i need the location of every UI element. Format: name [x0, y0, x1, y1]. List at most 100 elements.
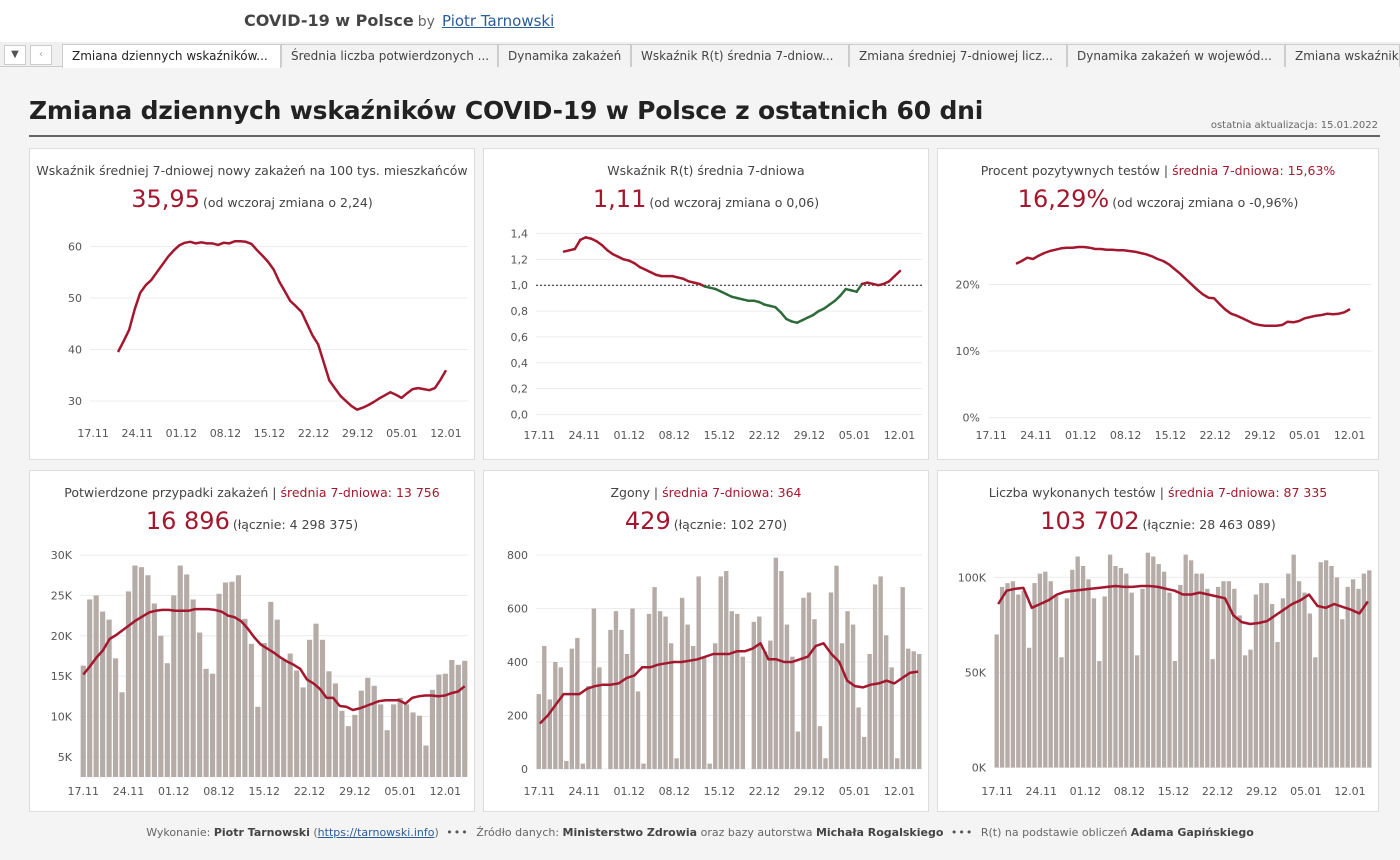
- bar: [93, 595, 99, 777]
- panel-rt: Wskaźnik R(t) średnia 7-dniowa 1,11 (od w…: [483, 148, 929, 460]
- bar: [707, 763, 712, 769]
- bar: [1064, 598, 1070, 768]
- panel-headline: 103 702 (łącznie: 28 463 089): [938, 507, 1378, 535]
- panel-title-text: Wskaźnik średniej 7-dniowej nowy zakażeń…: [36, 163, 468, 178]
- x-tick-label: 15.12: [1155, 429, 1187, 442]
- y-tick-label: 1,4: [511, 227, 529, 240]
- bar: [564, 760, 569, 769]
- bar: [724, 571, 729, 769]
- bar: [1032, 583, 1037, 768]
- x-tick-label: 12.01: [1334, 785, 1366, 798]
- y-tick-label: 50: [68, 292, 82, 305]
- bar: [906, 648, 911, 769]
- bar: [586, 686, 591, 769]
- tab-1[interactable]: Średnia liczba potwierdzonych ...: [281, 44, 498, 67]
- bar: [87, 599, 93, 777]
- footer-link[interactable]: https://tarnowski.info: [317, 826, 435, 839]
- panel-title: Wskaźnik średniej 7-dniowej nowy zakażeń…: [30, 163, 474, 178]
- tab-6[interactable]: Zmiana wskaźnik...: [1285, 44, 1400, 67]
- tab-2[interactable]: Dynamika zakażeń: [498, 44, 631, 67]
- bar: [1075, 556, 1080, 768]
- bar: [1118, 567, 1124, 768]
- x-tick-label: 29.12: [794, 429, 826, 442]
- bar: [751, 621, 757, 769]
- tab-5[interactable]: Dynamika zakażeń w wojewód...: [1067, 44, 1285, 67]
- footer-source-mid: oraz bazy autorstwa: [700, 826, 813, 839]
- bar: [1334, 577, 1340, 768]
- x-tick-label: 08.12: [210, 427, 242, 440]
- x-tick-label: 29.12: [339, 785, 371, 798]
- cases-chart: 5K 10K 15K 20K 25K 30K 17.11 24.11 01.12 08.12 15.…: [51, 549, 468, 798]
- bar: [429, 689, 436, 777]
- bar: [1172, 661, 1178, 768]
- footer-rt-author: Adama Gapińskiego: [1130, 826, 1254, 839]
- y-tick-label: 60: [68, 240, 82, 253]
- bar: [668, 643, 674, 769]
- x-tick-label: 01.12: [614, 785, 646, 798]
- bar: [158, 635, 164, 777]
- bar: [145, 575, 151, 777]
- panel-tests: Liczba wykonanych testów | średnia 7-dni…: [937, 470, 1379, 812]
- x-tick-label: 01.12: [1070, 785, 1102, 798]
- x-tick-label: 08.12: [659, 429, 691, 442]
- tab-bar: ▼ ‹ Zmiana dziennych wskaźników... Średn…: [0, 42, 1400, 68]
- bar: [1113, 566, 1118, 768]
- bar: [378, 704, 384, 777]
- x-tick-label: 15.12: [704, 429, 736, 442]
- bar: [371, 685, 377, 777]
- y-tick-label: 20%: [956, 278, 980, 291]
- bar: [1264, 583, 1269, 768]
- bar: [762, 651, 768, 769]
- tab-scroll-left-icon[interactable]: ‹: [30, 45, 52, 65]
- panel-title: Liczba wykonanych testów | średnia 7-dni…: [988, 485, 1328, 500]
- tab-menu-dropdown-icon[interactable]: ▼: [4, 45, 26, 65]
- y-tick-label: 200: [507, 709, 528, 722]
- bar: [274, 619, 280, 777]
- bar: [569, 648, 575, 769]
- y-tick-label: 25K: [51, 589, 73, 602]
- y-tick-label: 0,6: [511, 331, 529, 344]
- x-tick-label: 22.12: [1199, 429, 1231, 442]
- bar: [757, 616, 762, 769]
- bar: [151, 603, 157, 777]
- bar: [856, 707, 861, 769]
- positivity-chart: 0% 10% 20% 17.11 24.11 01.12 08.12 15.12 22.12 29…: [956, 245, 1372, 442]
- x-tick-label: 12.01: [430, 427, 462, 440]
- bar: [685, 624, 690, 769]
- panel-headline: 1,11 (od wczoraj zmiana o 0,06): [484, 185, 928, 213]
- panel-incidence: Wskaźnik średniej 7-dniowej nowy zakażeń…: [29, 148, 475, 460]
- bar: [575, 637, 580, 769]
- bar: [608, 629, 613, 769]
- app-title: COVID-19 w Polsce by Piotr Tarnowski: [244, 11, 554, 30]
- bar: [911, 651, 916, 769]
- bar: [839, 643, 845, 769]
- big-sub: (łącznie: 28 463 089): [1142, 517, 1276, 532]
- tab-4[interactable]: Zmiana średniej 7-dniowej licz...: [849, 44, 1067, 67]
- y-tick-label: 5K: [58, 751, 73, 764]
- bar: [591, 608, 597, 769]
- bar: [1151, 556, 1156, 768]
- y-tick-label: 100K: [958, 571, 987, 584]
- author-link[interactable]: Piotr Tarnowski: [441, 12, 555, 30]
- line-segment: [855, 282, 864, 293]
- bar: [184, 574, 190, 777]
- bar: [235, 575, 242, 777]
- line-segment: [573, 238, 582, 251]
- bar: [1091, 598, 1097, 768]
- panel-avg-label: średnia 7-dniowa: 87 335: [1167, 485, 1328, 500]
- panel-title: Wskaźnik R(t) średnia 7-dniowa: [484, 163, 928, 178]
- line-segment: [893, 269, 902, 278]
- tab-3[interactable]: Wskaźnik R(t) średnia 7-dniow...: [631, 44, 849, 67]
- x-tick-label: 29.12: [1246, 785, 1278, 798]
- bar: [1215, 586, 1221, 768]
- bar: [1107, 554, 1113, 768]
- top-bar: COVID-19 w Polsce by Piotr Tarnowski: [0, 0, 1400, 42]
- y-tick-label: 600: [507, 603, 528, 616]
- footer-sep: •••: [446, 826, 469, 839]
- tab-0[interactable]: Zmiana dziennych wskaźników...: [62, 44, 281, 68]
- bar: [1140, 588, 1145, 768]
- x-tick-label: 15.12: [704, 785, 736, 798]
- bar: [1199, 573, 1205, 768]
- bar: [861, 736, 867, 769]
- y-tick-label: 40: [68, 343, 82, 356]
